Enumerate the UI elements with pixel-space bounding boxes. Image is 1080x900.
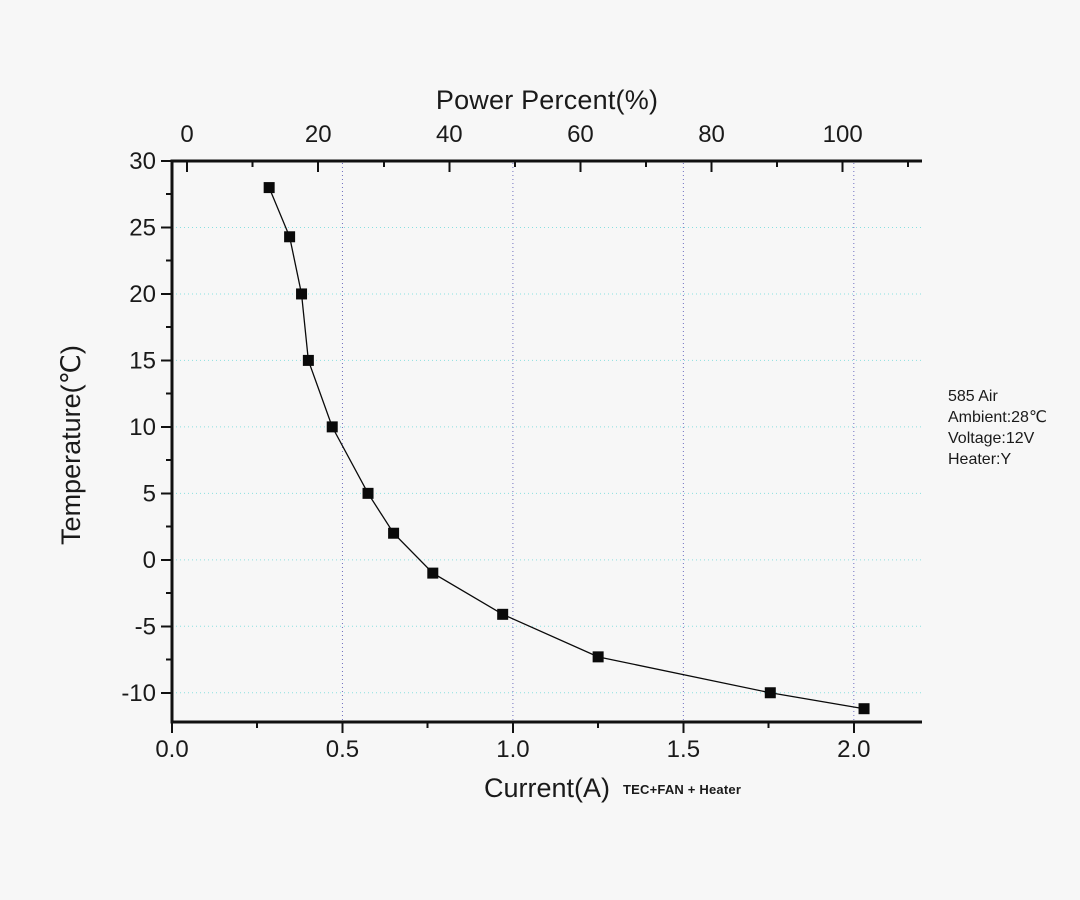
- top-tick-label: 60: [567, 121, 594, 148]
- left-axis-title: Temperature(℃): [56, 345, 86, 545]
- data-point-marker: [296, 288, 308, 300]
- x-tick-label: 0.5: [326, 736, 359, 763]
- y-tick-label: -10: [121, 680, 156, 707]
- data-point-marker: [858, 703, 870, 715]
- data-point-marker: [592, 651, 604, 663]
- y-tick-label: 20: [129, 281, 156, 308]
- y-tick-label: 10: [129, 414, 156, 441]
- bottom-axis-title-main: Current(A): [483, 773, 611, 803]
- top-axis-title: Power Percent(%): [435, 85, 659, 115]
- annotation-line-ambient: Ambient:28℃: [948, 409, 1047, 426]
- top-tick-label: 20: [305, 121, 332, 148]
- data-point-marker: [263, 182, 275, 194]
- data-point-marker: [362, 487, 374, 499]
- bottom-axis-title: Current(A) TEC+FAN + Heater: [172, 773, 922, 807]
- y-tick-label: -5: [135, 613, 156, 640]
- y-tick-label: 15: [129, 347, 156, 374]
- x-tick-label: 1.5: [667, 736, 700, 763]
- data-point-marker: [497, 608, 509, 620]
- annotation-line-heater: Heater:Y: [948, 451, 1012, 468]
- top-tick-label: 0: [180, 121, 193, 148]
- data-point-marker: [427, 567, 439, 579]
- data-line: [268, 187, 865, 710]
- x-tick-label: 2.0: [837, 736, 870, 763]
- bottom-axis-title-note: TEC+FAN + Heater: [623, 782, 742, 797]
- y-tick-label: 5: [143, 480, 156, 507]
- top-tick-label: 40: [436, 121, 463, 148]
- top-tick-label: 80: [698, 121, 725, 148]
- annotation-line-voltage: Voltage:12V: [948, 430, 1035, 447]
- top-tick-label: 100: [823, 121, 863, 148]
- chart-annotation: 585 Air Ambient:28℃ Voltage:12V Heater:Y: [948, 386, 1047, 470]
- data-point-marker: [326, 421, 338, 433]
- y-tick-label: 25: [129, 214, 156, 241]
- y-tick-label: 0: [143, 547, 156, 574]
- data-point-marker: [764, 687, 776, 699]
- y-tick-label: 30: [129, 148, 156, 175]
- x-tick-label: 0.0: [155, 736, 188, 763]
- data-point-marker: [388, 527, 400, 539]
- x-tick-label: 1.0: [496, 736, 529, 763]
- annotation-line-sample: 585 Air: [948, 388, 998, 405]
- data-point-marker: [284, 231, 296, 243]
- data-point-marker: [302, 354, 314, 366]
